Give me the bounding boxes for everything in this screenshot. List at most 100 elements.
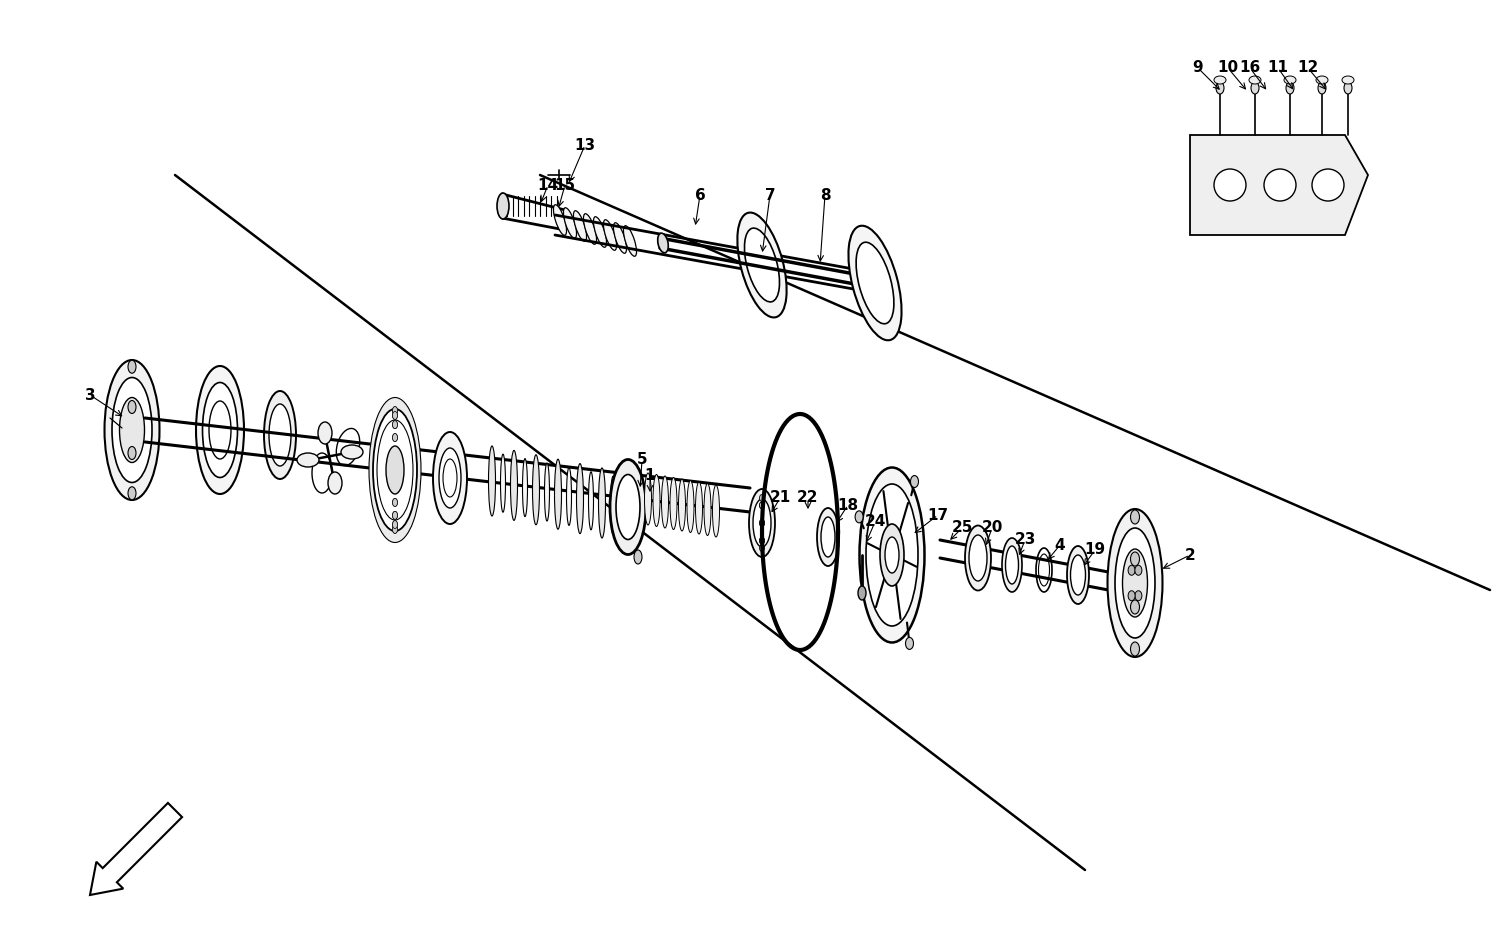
Ellipse shape xyxy=(678,479,686,531)
Ellipse shape xyxy=(440,448,460,508)
Ellipse shape xyxy=(744,228,780,302)
Ellipse shape xyxy=(576,464,584,534)
Ellipse shape xyxy=(759,537,765,544)
Ellipse shape xyxy=(128,486,136,500)
Text: 16: 16 xyxy=(1239,61,1260,75)
Ellipse shape xyxy=(567,467,572,525)
Ellipse shape xyxy=(614,222,627,254)
Ellipse shape xyxy=(554,204,567,236)
Ellipse shape xyxy=(856,242,894,324)
Ellipse shape xyxy=(859,467,924,642)
Ellipse shape xyxy=(112,377,152,483)
Ellipse shape xyxy=(1216,82,1224,94)
Ellipse shape xyxy=(1131,600,1140,614)
Ellipse shape xyxy=(652,474,660,526)
Ellipse shape xyxy=(759,537,765,544)
Ellipse shape xyxy=(687,481,694,533)
Ellipse shape xyxy=(1251,82,1258,94)
Ellipse shape xyxy=(1128,591,1136,600)
Ellipse shape xyxy=(1114,528,1155,638)
Ellipse shape xyxy=(196,366,244,494)
Ellipse shape xyxy=(393,407,398,414)
Ellipse shape xyxy=(624,226,636,256)
Text: 10: 10 xyxy=(1218,61,1239,75)
Ellipse shape xyxy=(670,478,676,529)
Ellipse shape xyxy=(584,214,597,244)
FancyArrow shape xyxy=(90,803,182,895)
Text: 4: 4 xyxy=(1054,538,1065,553)
Text: 8: 8 xyxy=(819,187,831,202)
Ellipse shape xyxy=(858,586,865,600)
Ellipse shape xyxy=(393,511,398,520)
Ellipse shape xyxy=(885,537,898,573)
Ellipse shape xyxy=(501,454,506,512)
Text: 13: 13 xyxy=(574,138,596,153)
Ellipse shape xyxy=(264,391,296,479)
Ellipse shape xyxy=(1128,565,1136,576)
Ellipse shape xyxy=(1342,76,1354,84)
Ellipse shape xyxy=(645,473,651,525)
Ellipse shape xyxy=(374,409,417,531)
Ellipse shape xyxy=(1107,509,1162,657)
Ellipse shape xyxy=(880,524,904,586)
Ellipse shape xyxy=(393,433,398,442)
Ellipse shape xyxy=(393,449,398,457)
Ellipse shape xyxy=(821,517,836,557)
Text: 20: 20 xyxy=(981,521,1002,536)
Ellipse shape xyxy=(555,459,561,529)
Ellipse shape xyxy=(393,411,398,419)
Ellipse shape xyxy=(393,483,398,491)
Ellipse shape xyxy=(610,476,615,534)
Ellipse shape xyxy=(657,233,669,253)
Text: 2: 2 xyxy=(1185,547,1196,562)
Ellipse shape xyxy=(128,446,136,460)
Text: 14: 14 xyxy=(537,178,558,193)
Ellipse shape xyxy=(128,360,136,373)
Ellipse shape xyxy=(393,525,398,533)
Text: 5: 5 xyxy=(636,452,648,467)
Ellipse shape xyxy=(759,502,765,509)
Ellipse shape xyxy=(393,511,398,520)
Ellipse shape xyxy=(369,397,422,542)
Ellipse shape xyxy=(128,401,136,413)
Ellipse shape xyxy=(855,269,868,291)
Ellipse shape xyxy=(393,407,398,414)
Ellipse shape xyxy=(759,495,765,502)
Ellipse shape xyxy=(433,432,466,524)
Ellipse shape xyxy=(849,226,901,340)
Ellipse shape xyxy=(759,520,765,526)
Ellipse shape xyxy=(202,383,237,478)
Ellipse shape xyxy=(1005,546,1019,584)
Ellipse shape xyxy=(297,453,320,467)
Ellipse shape xyxy=(1286,82,1294,94)
Ellipse shape xyxy=(1136,591,1142,600)
Ellipse shape xyxy=(318,422,332,444)
Ellipse shape xyxy=(1318,82,1326,94)
Ellipse shape xyxy=(855,511,862,522)
Ellipse shape xyxy=(759,502,765,509)
Ellipse shape xyxy=(616,474,640,540)
Ellipse shape xyxy=(532,455,540,524)
Ellipse shape xyxy=(268,404,291,466)
Text: 15: 15 xyxy=(555,178,576,193)
Ellipse shape xyxy=(105,360,159,500)
Ellipse shape xyxy=(696,482,702,534)
Circle shape xyxy=(1312,169,1344,201)
Text: 3: 3 xyxy=(84,388,96,403)
Ellipse shape xyxy=(1122,549,1148,617)
Ellipse shape xyxy=(662,476,669,528)
Ellipse shape xyxy=(393,521,398,528)
Text: 22: 22 xyxy=(798,490,819,505)
Polygon shape xyxy=(1190,135,1368,235)
Ellipse shape xyxy=(598,468,606,538)
Ellipse shape xyxy=(603,219,616,250)
Ellipse shape xyxy=(1066,546,1089,604)
Ellipse shape xyxy=(1071,555,1086,595)
Ellipse shape xyxy=(1131,510,1140,524)
Ellipse shape xyxy=(1214,76,1225,84)
Ellipse shape xyxy=(393,521,398,528)
Text: 24: 24 xyxy=(864,515,885,529)
Text: 1: 1 xyxy=(645,467,656,483)
Ellipse shape xyxy=(865,484,918,626)
Ellipse shape xyxy=(1131,552,1140,566)
